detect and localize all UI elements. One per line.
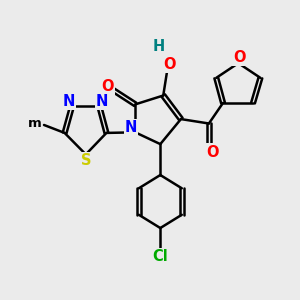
Text: O: O [206,145,219,160]
Text: S: S [81,153,91,168]
Text: O: O [234,50,246,65]
Text: O: O [163,57,175,72]
Text: Cl: Cl [152,249,168,264]
Text: N: N [96,94,109,109]
Text: O: O [101,79,114,94]
Text: N: N [125,120,137,135]
Text: N: N [63,94,75,109]
Text: m: m [28,117,42,130]
Text: H: H [153,39,165,54]
